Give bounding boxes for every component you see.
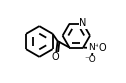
Text: ⁻O: ⁻O xyxy=(85,55,96,64)
Text: O: O xyxy=(51,52,59,62)
Text: N: N xyxy=(79,18,87,28)
Text: O: O xyxy=(98,43,106,53)
Text: N⁺: N⁺ xyxy=(88,43,99,52)
